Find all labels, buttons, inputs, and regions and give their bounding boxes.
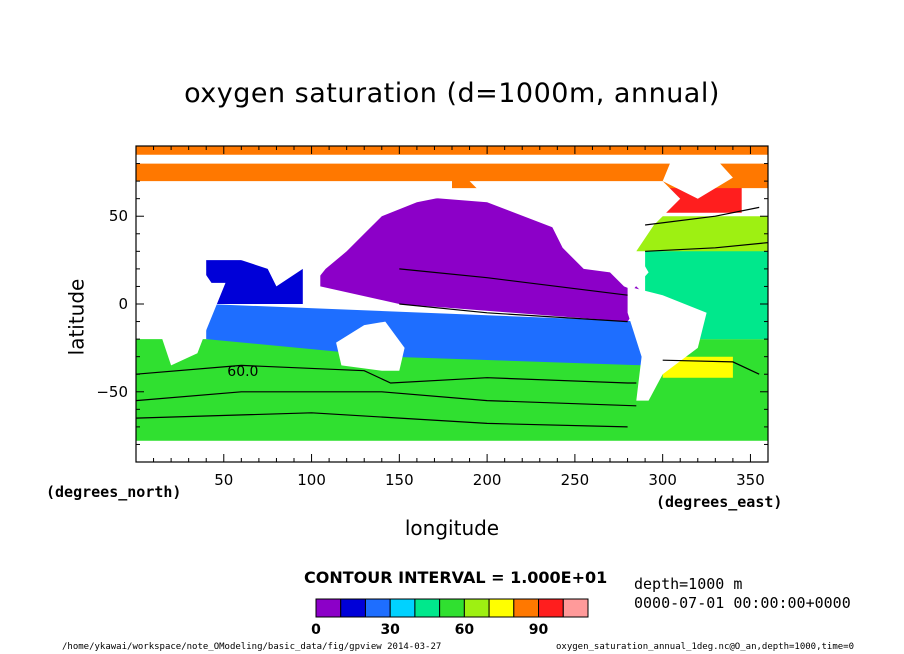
x-tick-label: 200 (473, 471, 502, 489)
colorbar-layer: 0 30 60 90 (311, 598, 589, 638)
land-south-america (627, 286, 707, 401)
region-north-atlantic (636, 216, 768, 252)
contour-line-7 (645, 242, 769, 252)
y-tick-label: −50 (96, 383, 128, 401)
x-axis-units: (degrees_east) (656, 493, 783, 511)
contour-line-6 (645, 206, 760, 226)
contour-line-3 (662, 359, 760, 375)
land-arctic-land (136, 154, 768, 164)
contour-label: 60.0 (227, 364, 258, 380)
colorbar-swatch (439, 598, 465, 618)
land-eurasia (136, 181, 452, 287)
colorbar-swatch (389, 598, 416, 618)
colorbar-swatch (538, 598, 564, 618)
region-north-pacific (320, 195, 646, 322)
land-africa-eurasia (136, 239, 226, 366)
colorbar-tick-label: 90 (529, 622, 549, 638)
colorbar-tick-label: 60 (455, 622, 475, 638)
colorbar-tick-label: 30 (380, 622, 400, 638)
x-tick-label: 100 (297, 471, 326, 489)
x-tick-label: 250 (561, 471, 590, 489)
contour-line-4 (399, 268, 628, 296)
land-antarctica (136, 440, 768, 462)
colorbar-swatch (463, 598, 490, 618)
land-north-america (469, 181, 681, 290)
region-tropical-pacific (206, 304, 646, 366)
chart-title: oxygen saturation (d=1000m, annual) (184, 78, 720, 109)
colorbar-tick-label: 0 (311, 622, 321, 638)
land-australia (336, 321, 405, 371)
x-tick-label: 150 (385, 471, 414, 489)
land-greenland (662, 158, 733, 199)
time-info: 0000-07-01 00:00:00+0000 (634, 594, 851, 612)
footer-file: oxygen_saturation_annual_1deg.nc@O_an,de… (556, 642, 855, 652)
contour-interval-label: CONTOUR INTERVAL = 1.000E+01 (304, 568, 608, 587)
contour-line-0 (135, 364, 637, 384)
depth-info: depth=1000 m (634, 575, 743, 593)
contour-line-5 (399, 303, 628, 323)
colorbar-swatch (513, 598, 540, 618)
colorbar-swatch (340, 598, 366, 618)
x-axis-label: longitude (404, 516, 500, 540)
colorbar-swatch (315, 598, 342, 618)
x-tick-label: 50 (214, 471, 233, 489)
land-europe-west (136, 188, 189, 225)
y-tick-label: 0 (118, 295, 128, 313)
y-axis-units: (degrees_north) (46, 483, 182, 501)
y-axis-label: latitude (64, 278, 89, 356)
y-tick-label: 50 (109, 207, 128, 225)
colorbar-swatch (364, 598, 391, 618)
contour-line-2 (135, 412, 628, 428)
colorbar-swatch (414, 598, 441, 618)
colorbar-swatch (562, 598, 589, 618)
axis-layer: 50 100 150 200 250 300 350 50 0 −50 (96, 145, 769, 489)
x-tick-label: 350 (736, 471, 765, 489)
contour-line-1 (135, 391, 637, 407)
x-tick-label: 300 (648, 471, 677, 489)
footer-path: /home/ykawai/workspace/note_OModeling/ba… (62, 642, 442, 652)
map-layer: 60.0 (135, 146, 769, 462)
colorbar-swatch (488, 598, 515, 618)
